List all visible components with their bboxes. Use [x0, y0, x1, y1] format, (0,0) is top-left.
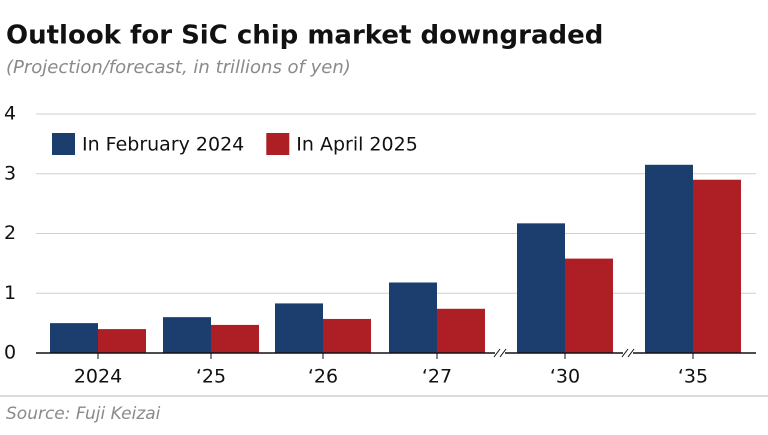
x-tick-label: ‘35 [678, 366, 708, 388]
axis-break-gap [623, 349, 633, 357]
chart-subtitle: (Projection/forecast, in trillions of ye… [6, 57, 351, 78]
bar [50, 323, 98, 353]
axis-break [499, 348, 507, 358]
y-tick-label: 4 [4, 103, 16, 125]
bar [437, 308, 485, 353]
x-tick-label: ‘26 [308, 366, 338, 388]
y-tick-label: 0 [4, 342, 16, 364]
axis-break [621, 348, 629, 358]
bar [211, 324, 259, 353]
y-tick-label: 3 [4, 162, 16, 184]
legend-label: In February 2024 [82, 134, 244, 156]
source: Source: Fuji Keizai [6, 404, 161, 424]
bar [693, 179, 741, 353]
axis-break [493, 348, 501, 358]
bar [517, 223, 565, 353]
legend-label: In April 2025 [296, 134, 418, 156]
axis-break-gap [495, 349, 505, 357]
x-tick-label: ‘30 [550, 366, 580, 388]
axis-break [627, 348, 635, 358]
x-tick-label: 2024 [74, 366, 122, 388]
chart-title: Outlook for SiC chip market downgraded [6, 21, 603, 51]
x-tick-label: ‘25 [196, 366, 226, 388]
bar [98, 329, 146, 353]
legend-swatch [266, 133, 290, 155]
bar [389, 282, 437, 353]
legend-swatch [52, 133, 75, 155]
bar [275, 303, 323, 353]
bar [565, 258, 613, 353]
bar [323, 318, 371, 353]
bar [645, 164, 693, 353]
y-tick-label: 1 [4, 282, 16, 304]
x-tick-label: ‘27 [422, 366, 452, 388]
bar [163, 317, 211, 353]
y-tick-label: 2 [4, 222, 16, 244]
